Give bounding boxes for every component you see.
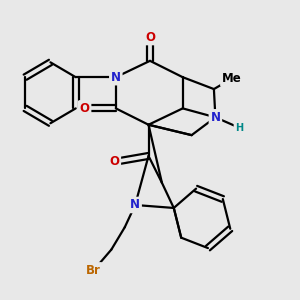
Text: N: N xyxy=(111,71,121,84)
Text: O: O xyxy=(109,155,119,168)
Text: Me: Me xyxy=(222,72,242,85)
Text: N: N xyxy=(130,199,140,212)
Text: O: O xyxy=(80,102,90,115)
Text: O: O xyxy=(145,31,155,44)
Text: N: N xyxy=(210,111,220,124)
Text: Br: Br xyxy=(86,264,101,277)
Text: H: H xyxy=(235,123,243,133)
